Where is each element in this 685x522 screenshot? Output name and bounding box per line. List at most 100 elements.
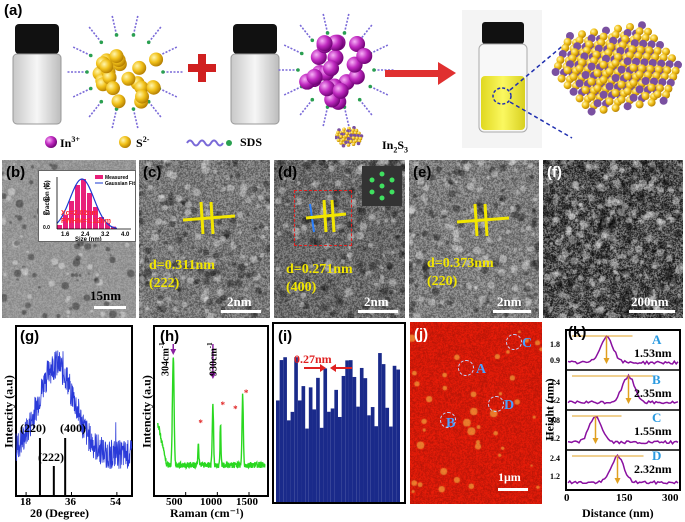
profile-bar <box>341 375 346 502</box>
profile-bar <box>316 377 320 502</box>
profile-bar <box>345 360 349 502</box>
height-profiles-chart <box>565 329 681 491</box>
panel-g-xtick-0: 18 <box>20 496 31 508</box>
panel-a: (a) <box>0 0 685 160</box>
histogram-bar <box>93 207 98 229</box>
histogram-bar <box>75 185 80 229</box>
profile-bar <box>323 368 328 502</box>
panel-g-xtick-1: 36 <box>65 496 76 508</box>
panel-g-ylabel: Intencity (a.u) <box>1 375 16 448</box>
profile-a-ytick-0: 1.8 <box>550 340 560 349</box>
legend-in2s3: In2S3 <box>382 138 409 155</box>
profile-c-ytick-0: 1.8 <box>550 416 560 425</box>
panel-c-label: (c) <box>143 164 162 181</box>
panel-j-scale-text: 1μm <box>498 470 521 484</box>
panel-h: * * * * (h) Intencity (a.u) Raman (cm⁻¹) 50… <box>136 320 272 522</box>
legend-in-sphere <box>45 136 57 148</box>
panel-c-fringe-marker <box>182 201 236 235</box>
panel-f-label: (f) <box>547 164 562 181</box>
profile-bar <box>381 364 386 502</box>
panel-b-label: (b) <box>6 164 26 181</box>
histogram-bar <box>105 223 110 229</box>
inset-fwhm: FWHM=1.12nm <box>61 218 111 225</box>
profile-bar <box>297 400 302 502</box>
profile-bar <box>367 415 371 502</box>
profile-b-ytick-1: 1.2 <box>550 396 560 405</box>
panel-d-scale-text: 2nm <box>364 294 389 309</box>
panel-k-xtick-1: 150 <box>616 492 633 504</box>
in-particle-cluster <box>278 13 394 127</box>
profile-b-name: B <box>652 372 661 387</box>
afm-point-a-circle <box>458 360 474 376</box>
panel-k-xlabel: Distance (nm) <box>582 506 654 520</box>
inset-xtick: 4.0 <box>121 232 130 238</box>
vial-1 <box>12 24 62 125</box>
inset-ytick: 0.4 <box>43 211 50 217</box>
panel-h-xtick-1: 1000 <box>200 496 222 508</box>
panel-g-peak-label-0: (220) <box>20 421 46 435</box>
panel-j-label: (j) <box>414 326 429 343</box>
inset-xtick: 2.4 <box>81 232 90 238</box>
panel-d-fft-pattern <box>362 166 402 206</box>
panel-g: (g) Intencity (a.u) 2θ (Degree) 18 36 54… <box>0 320 136 522</box>
panel-f-scale-bar <box>629 310 675 313</box>
panel-b-scale-bar <box>94 306 126 309</box>
afm-point-d-label: D <box>504 398 515 413</box>
panel-d: (d) d=0.271nm (400) 2nm <box>274 160 405 318</box>
reaction-arrow <box>385 62 456 85</box>
profile-a-name: A <box>652 332 662 347</box>
inset-legend-measured: Measured <box>105 175 128 181</box>
profile-bar <box>276 400 280 502</box>
vial-2 <box>230 24 280 125</box>
profile-bar <box>338 416 342 502</box>
panel-h-peak1-label: 304cm-1 <box>158 342 172 376</box>
panel-f-scale-text: 200nm <box>631 294 669 309</box>
panel-e-scale-bar <box>493 310 531 313</box>
inset-ytick: 1.2 <box>43 183 50 189</box>
raman-chart: * * * * <box>153 325 269 497</box>
panel-c-scale-text: 2nm <box>227 294 252 309</box>
panel-i: (i) 0.27nm <box>272 322 406 504</box>
profile-bar <box>308 387 313 502</box>
inset-xlabel: Size (nm) <box>75 237 102 241</box>
panel-h-label: (h) <box>160 328 180 345</box>
afm-point-c-label: C <box>522 336 533 351</box>
legend-in: In3+ <box>60 135 80 150</box>
panel-h-xtick-0: 500 <box>166 496 183 508</box>
legend-in2s3-icon <box>335 126 364 148</box>
panel-d-red-box <box>294 190 352 246</box>
panel-e-scale-text: 2nm <box>497 294 522 309</box>
raman-spectrum <box>157 357 266 471</box>
profile-a-ytick-1: 0.9 <box>550 356 560 365</box>
profile-d-ytick-0: 2.4 <box>550 454 560 463</box>
profile-bar <box>283 357 287 502</box>
profile-bar <box>370 407 375 502</box>
inset-xc: Xc=2.02nm <box>61 210 98 217</box>
panel-e-fringe-marker <box>456 203 510 237</box>
raman-star: * <box>221 400 226 410</box>
panel-h-xtick-2: 1500 <box>236 496 258 508</box>
profile-bar <box>359 367 364 502</box>
profile-bar <box>279 360 284 502</box>
histogram-bar <box>69 201 74 229</box>
xrd-pattern <box>15 350 133 469</box>
panel-i-label: (i) <box>278 328 293 345</box>
profile-c-name: C <box>652 410 662 425</box>
panel-g-peak-label-2: (400) <box>60 421 86 435</box>
profile-bar <box>389 426 393 502</box>
panel-g-peak-label-1: (222) <box>38 450 64 464</box>
profile-bar <box>301 386 306 502</box>
profile-bar <box>374 426 379 502</box>
inset-xtick: 3.2 <box>101 232 110 238</box>
profile-bar <box>305 428 309 502</box>
panel-e-plane: (220) <box>427 274 458 289</box>
panel-a-label: (a) <box>4 2 23 19</box>
panel-f: (f) 200nm <box>543 160 683 318</box>
height-profile-line <box>567 335 679 366</box>
profile-bar <box>330 408 335 502</box>
panel-e-label: (e) <box>413 164 432 181</box>
histogram-bar <box>81 179 86 229</box>
profile-d-name: D <box>652 448 662 463</box>
